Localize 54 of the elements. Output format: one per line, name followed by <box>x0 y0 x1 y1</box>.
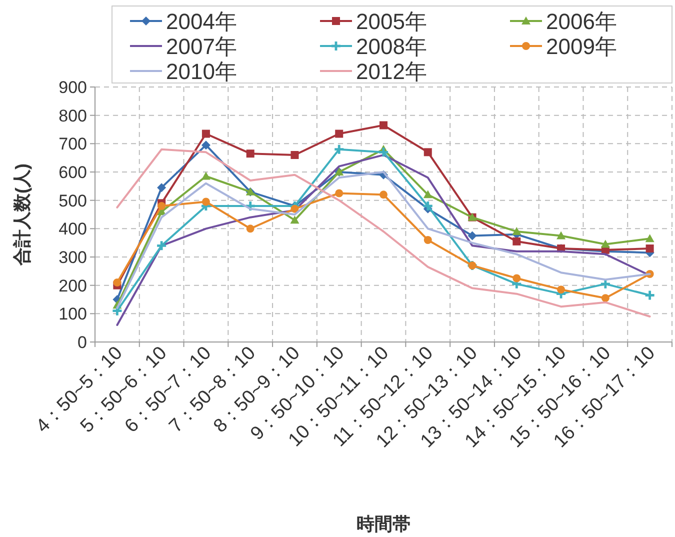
y-tick-label: 200 <box>58 276 87 296</box>
legend-label: 2004年 <box>166 9 237 34</box>
y-tick-label: 0 <box>78 333 87 352</box>
point <box>424 236 432 244</box>
point <box>334 144 344 154</box>
y-tick-label: 800 <box>58 106 87 126</box>
point <box>423 190 432 198</box>
legend-label: 2007年 <box>166 34 237 59</box>
point <box>380 121 388 130</box>
legend-label: 2008年 <box>356 34 427 59</box>
point <box>157 183 166 192</box>
point <box>290 216 300 224</box>
point <box>512 227 522 235</box>
point <box>557 286 566 294</box>
point <box>113 278 122 286</box>
point <box>335 130 344 138</box>
point <box>380 190 388 199</box>
point <box>202 198 210 206</box>
point <box>423 202 432 210</box>
point <box>645 234 654 242</box>
point <box>601 294 610 302</box>
y-tick-label: 600 <box>58 163 87 182</box>
point <box>379 148 388 157</box>
legend-label: 2012年 <box>356 59 427 84</box>
point <box>646 244 654 252</box>
point <box>246 150 254 158</box>
legend-label: 2006年 <box>546 9 617 34</box>
point <box>512 274 521 282</box>
y-tick-label: 500 <box>58 191 87 210</box>
point <box>600 240 610 248</box>
legend-label: 2005年 <box>356 9 427 34</box>
point <box>202 130 210 138</box>
point <box>556 231 566 240</box>
legend-label: 2009年 <box>546 34 617 59</box>
y-tick-label: 400 <box>58 220 87 239</box>
point <box>645 290 654 300</box>
point <box>157 241 166 250</box>
y-tick-label: 700 <box>58 134 87 154</box>
point <box>290 151 299 159</box>
point <box>512 237 521 246</box>
point <box>290 204 299 213</box>
point <box>335 189 344 198</box>
legend-label: 2010年 <box>166 59 237 84</box>
point <box>158 202 166 210</box>
y-tick-label: 300 <box>58 248 87 267</box>
point <box>468 231 477 240</box>
y-tick-label: 900 <box>58 78 87 97</box>
y-axis-title: 合計人数(人) <box>12 164 32 266</box>
point <box>600 279 610 288</box>
point <box>201 140 210 150</box>
point <box>424 148 432 156</box>
x-axis-title: 時間帯 <box>356 514 410 534</box>
y-tick-label: 100 <box>58 304 87 324</box>
point <box>246 224 254 233</box>
